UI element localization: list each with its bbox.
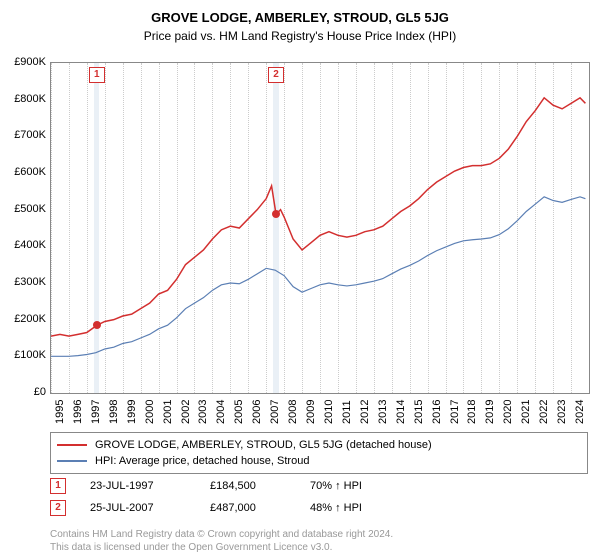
y-tick-label: £800K xyxy=(0,93,46,105)
sale-vs-hpi: 70% ↑ HPI xyxy=(310,480,362,492)
x-tick-label: 2020 xyxy=(502,400,514,424)
x-tick-label: 2018 xyxy=(466,400,478,424)
x-tick-label: 2002 xyxy=(180,400,192,424)
x-tick-label: 2003 xyxy=(197,400,209,424)
chart-marker-1: 1 xyxy=(89,67,105,83)
x-tick-label: 2004 xyxy=(215,400,227,424)
x-tick-label: 2021 xyxy=(520,400,532,424)
y-tick-label: £500K xyxy=(0,203,46,215)
x-tick-label: 1995 xyxy=(54,400,66,424)
legend-swatch xyxy=(57,460,87,462)
x-tick-label: 2006 xyxy=(251,400,263,424)
footer-attribution: Contains HM Land Registry data © Crown c… xyxy=(50,528,393,554)
x-tick-label: 2017 xyxy=(449,400,461,424)
series-line-property xyxy=(51,98,585,336)
series-line-hpi xyxy=(51,197,585,357)
y-tick-label: £400K xyxy=(0,239,46,251)
legend-item-property: GROVE LODGE, AMBERLEY, STROUD, GL5 5JG (… xyxy=(57,437,581,453)
footer-line: This data is licensed under the Open Gov… xyxy=(50,541,393,554)
sale-price: £487,000 xyxy=(210,502,310,514)
sale-marker-icon: 2 xyxy=(50,500,66,516)
chart-plot-area: 12 xyxy=(50,62,590,394)
x-tick-label: 2000 xyxy=(144,400,156,424)
y-tick-label: £100K xyxy=(0,349,46,361)
x-tick-label: 2007 xyxy=(269,400,281,424)
legend-item-hpi: HPI: Average price, detached house, Stro… xyxy=(57,453,581,469)
x-tick-label: 2019 xyxy=(484,400,496,424)
x-tick-label: 1996 xyxy=(72,400,84,424)
y-tick-label: £200K xyxy=(0,313,46,325)
y-tick-label: £300K xyxy=(0,276,46,288)
x-tick-label: 2023 xyxy=(556,400,568,424)
sale-date: 25-JUL-2007 xyxy=(90,502,210,514)
sale-vs-hpi: 48% ↑ HPI xyxy=(310,502,362,514)
marker-dot-icon xyxy=(93,321,101,329)
x-tick-label: 2010 xyxy=(323,400,335,424)
y-tick-label: £600K xyxy=(0,166,46,178)
footer-line: Contains HM Land Registry data © Crown c… xyxy=(50,528,393,541)
sale-date: 23-JUL-1997 xyxy=(90,480,210,492)
chart-marker-2: 2 xyxy=(268,67,284,83)
x-tick-label: 2015 xyxy=(413,400,425,424)
x-tick-label: 2001 xyxy=(162,400,174,424)
chart-title: GROVE LODGE, AMBERLEY, STROUD, GL5 5JG xyxy=(0,0,600,25)
legend-swatch xyxy=(57,444,87,446)
y-tick-label: £900K xyxy=(0,56,46,68)
y-tick-label: £0 xyxy=(0,386,46,398)
x-tick-label: 1997 xyxy=(90,400,102,424)
sale-marker-icon: 1 xyxy=(50,478,66,494)
legend-label: HPI: Average price, detached house, Stro… xyxy=(95,455,309,467)
legend-label: GROVE LODGE, AMBERLEY, STROUD, GL5 5JG (… xyxy=(95,439,432,451)
sale-row-2: 2 25-JUL-2007 £487,000 48% ↑ HPI xyxy=(50,500,362,516)
sale-price: £184,500 xyxy=(210,480,310,492)
y-tick-label: £700K xyxy=(0,129,46,141)
x-tick-label: 1999 xyxy=(126,400,138,424)
x-tick-label: 2022 xyxy=(538,400,550,424)
x-tick-label: 2008 xyxy=(287,400,299,424)
x-tick-label: 2011 xyxy=(341,400,353,424)
sale-row-1: 1 23-JUL-1997 £184,500 70% ↑ HPI xyxy=(50,478,362,494)
x-tick-label: 2013 xyxy=(377,400,389,424)
x-tick-label: 2016 xyxy=(431,400,443,424)
chart-subtitle: Price paid vs. HM Land Registry's House … xyxy=(0,29,600,43)
x-tick-label: 1998 xyxy=(108,400,120,424)
x-tick-label: 2014 xyxy=(395,400,407,424)
marker-dot-icon xyxy=(272,210,280,218)
x-tick-label: 2009 xyxy=(305,400,317,424)
x-tick-label: 2024 xyxy=(574,400,586,424)
x-tick-label: 2005 xyxy=(233,400,245,424)
x-tick-label: 2012 xyxy=(359,400,371,424)
legend: GROVE LODGE, AMBERLEY, STROUD, GL5 5JG (… xyxy=(50,432,588,474)
